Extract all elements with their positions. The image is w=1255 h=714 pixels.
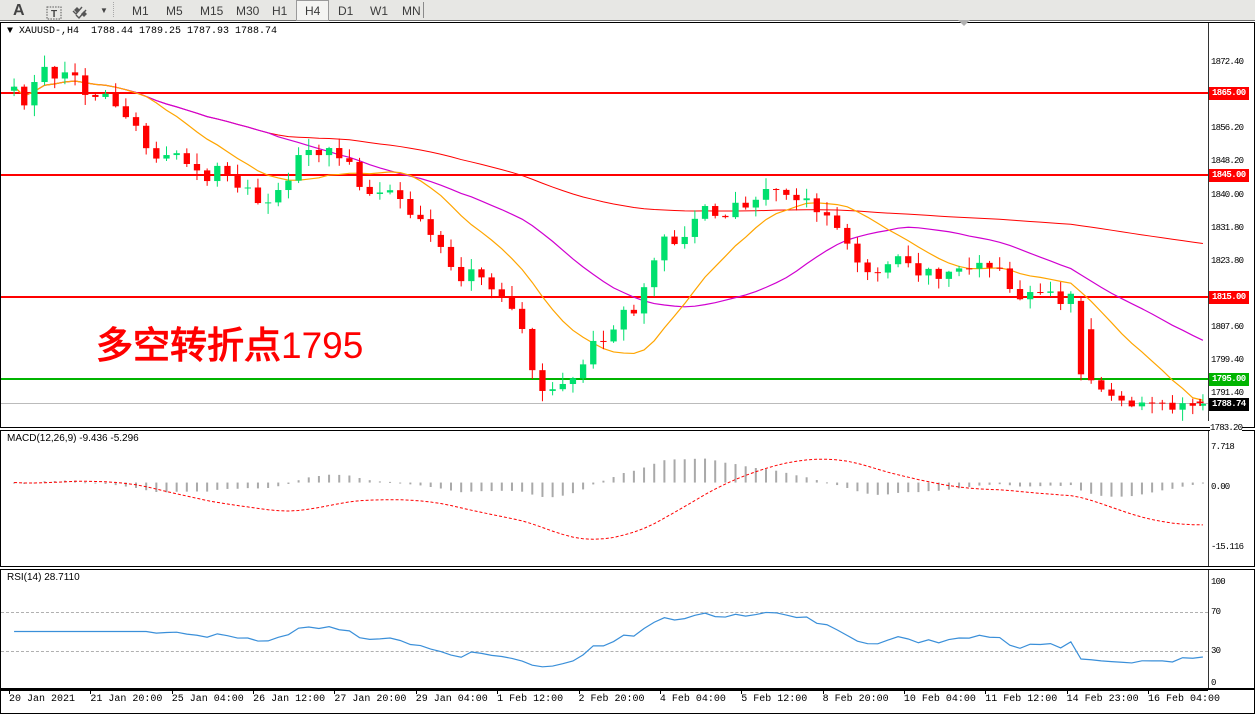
svg-text:T: T: [51, 9, 57, 20]
